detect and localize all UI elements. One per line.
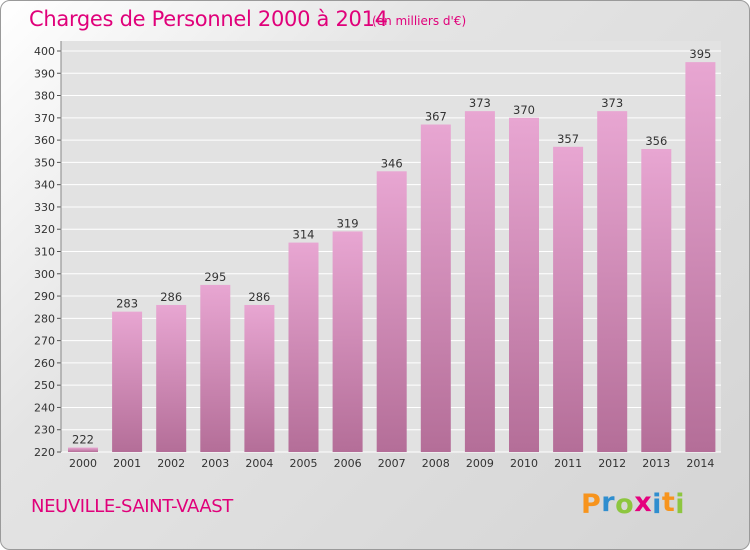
- value-label: 295: [204, 270, 226, 284]
- proxiti-logo: Proxiti: [581, 487, 686, 520]
- x-tick-label: 2006: [334, 457, 362, 470]
- y-tick-label: 400: [34, 45, 55, 58]
- x-tick-label: 2005: [290, 457, 318, 470]
- x-axis: 2000 2001 2002 2003 2004 2005 2006 2007 2008 2009…: [69, 457, 714, 470]
- bar-2000: [68, 447, 98, 452]
- y-tick-label: 390: [34, 67, 55, 80]
- y-tick-label: 260: [34, 357, 55, 370]
- x-tick-label: 2010: [510, 457, 538, 470]
- value-label: 370: [513, 103, 535, 117]
- bar-2011: [553, 146, 584, 453]
- y-tick-label: 230: [34, 424, 55, 437]
- logo-letter: r: [601, 487, 616, 518]
- bar-2005: [288, 242, 319, 452]
- value-label: 373: [469, 96, 491, 110]
- bar-2009: [464, 111, 495, 453]
- logo-letter: o: [615, 489, 635, 520]
- x-tick-label: 2011: [554, 457, 582, 470]
- value-label: 357: [557, 132, 579, 146]
- y-tick-label: 290: [34, 290, 55, 303]
- bar-2014: [685, 62, 716, 453]
- bar-2001: [112, 311, 143, 452]
- bar-2010: [509, 117, 539, 452]
- bar-2013: [641, 149, 672, 452]
- bar-2008: [420, 124, 451, 453]
- y-tick-label: 320: [34, 223, 55, 236]
- x-tick-label: 2003: [201, 457, 229, 470]
- y-axis: 220 230 240 250 260 270 280 290 300 310 320 330 340 3…: [34, 41, 62, 459]
- x-tick-label: 2013: [642, 457, 670, 470]
- x-tick-label: 2000: [69, 457, 97, 470]
- y-tick-label: 340: [34, 179, 55, 192]
- x-tick-label: 2008: [422, 457, 450, 470]
- y-tick-label: 370: [34, 112, 55, 125]
- y-tick-label: 250: [34, 379, 55, 392]
- x-tick-label: 2014: [686, 457, 714, 470]
- x-tick-label: 2007: [378, 457, 406, 470]
- logo-letter: t: [661, 487, 676, 518]
- bar-2006: [332, 231, 363, 452]
- bar-2007: [376, 171, 407, 453]
- bars: [68, 62, 716, 453]
- value-label: 395: [689, 47, 711, 61]
- y-tick-label: 270: [34, 335, 55, 348]
- value-label: 222: [72, 433, 94, 447]
- x-tick-label: 2001: [113, 457, 141, 470]
- bar-2003: [200, 284, 231, 452]
- x-tick-label: 2012: [598, 457, 626, 470]
- value-labels: 222 283 286 295 286 314 319 346 367 373 370 357 373 3…: [72, 47, 711, 446]
- y-tick-label: 380: [34, 90, 55, 103]
- value-label: 283: [116, 297, 138, 311]
- logo-letter: x: [634, 487, 653, 518]
- bar-2002: [156, 304, 187, 452]
- y-tick-label: 300: [34, 268, 55, 281]
- y-tick-label: 360: [34, 134, 55, 147]
- y-tick-label: 240: [34, 401, 55, 414]
- value-label: 286: [160, 290, 182, 304]
- y-tick-label: 310: [34, 246, 55, 259]
- y-tick-label: 220: [34, 446, 55, 459]
- chart-subtitle: (en milliers d'€): [372, 14, 467, 28]
- commune-name: NEUVILLE-SAINT-VAAST: [31, 496, 233, 517]
- bar-2004: [244, 304, 275, 452]
- logo-letter: P: [581, 489, 602, 520]
- x-tick-label: 2002: [157, 457, 185, 470]
- y-tick-label: 280: [34, 312, 55, 325]
- y-tick-label: 350: [34, 156, 55, 169]
- x-tick-label: 2009: [466, 457, 494, 470]
- value-label: 367: [425, 110, 447, 124]
- chart-title: Charges de Personnel 2000 à 2014: [29, 7, 388, 31]
- bar-2012: [597, 111, 628, 453]
- logo-letter: i: [652, 489, 662, 520]
- value-label: 286: [248, 290, 270, 304]
- y-tick-label: 330: [34, 201, 55, 214]
- logo-letter: i: [675, 489, 686, 520]
- value-label: 373: [601, 96, 623, 110]
- value-label: 346: [381, 156, 403, 170]
- value-label: 356: [645, 134, 667, 148]
- value-label: 314: [293, 228, 315, 242]
- value-label: 319: [337, 216, 359, 230]
- x-tick-label: 2004: [245, 457, 273, 470]
